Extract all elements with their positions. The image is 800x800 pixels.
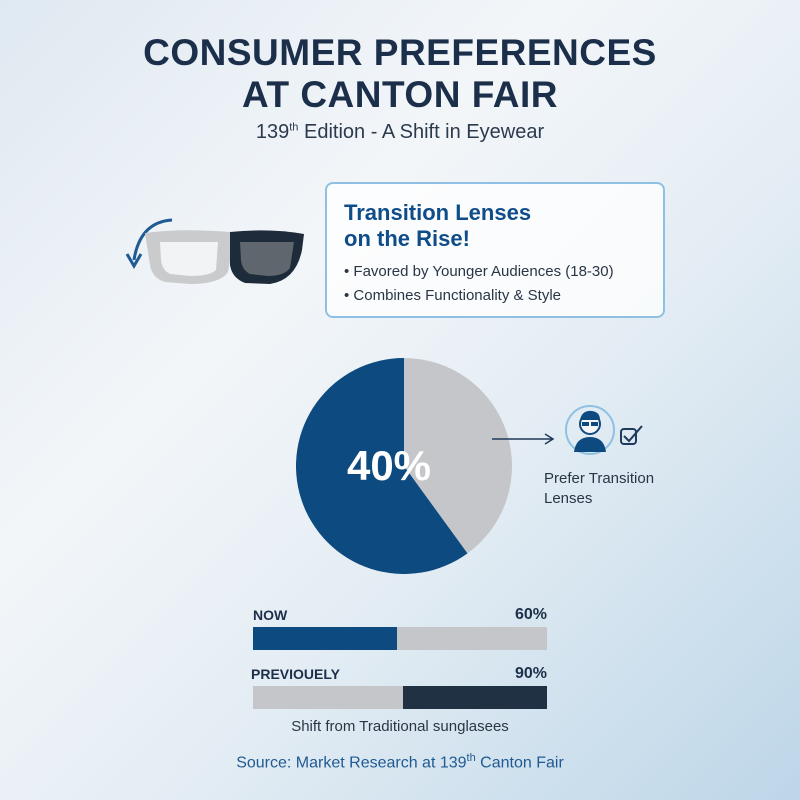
source-note: Source: Market Research at 139th Canton …	[236, 752, 564, 772]
page-title: CONSUMER PREFERENCES AT CANTON FAIR	[143, 32, 657, 115]
pie-chart: 40%	[296, 358, 643, 574]
bullet: Combines Functionality & Style	[344, 284, 663, 308]
glasses-icon	[145, 230, 304, 284]
user-glasses-icon	[565, 405, 615, 455]
bar-now	[253, 627, 547, 650]
bar-previously	[253, 686, 547, 709]
callout-title: Transition Lenses on the Rise!	[344, 200, 532, 251]
arrow-right-icon	[492, 433, 555, 445]
pie-annotation: Prefer Transition Lenses	[544, 470, 655, 507]
pie-slice-gray	[404, 358, 512, 554]
bullet: Favored by Younger Audiences (18-30)	[344, 260, 663, 284]
bar-label-previously: PREVIOUELY	[251, 666, 340, 682]
check-icon	[620, 425, 643, 445]
bar-value-previously: 90%	[514, 665, 547, 682]
pie-slice-blue	[296, 358, 468, 574]
bar-fill-now	[253, 627, 398, 650]
rotate-arrow-icon	[125, 218, 173, 269]
bar-label-now: NOW	[253, 607, 288, 623]
bar-fill-previously	[402, 686, 547, 709]
pie-center-label: 40%	[347, 442, 431, 489]
bar-caption: Shift from Traditional sunglasees	[291, 718, 509, 735]
subtitle: 139th Edition - A Shift in Eyewear	[255, 121, 545, 143]
bar-value-now: 60%	[514, 606, 547, 623]
glasses-illustration	[125, 218, 304, 284]
